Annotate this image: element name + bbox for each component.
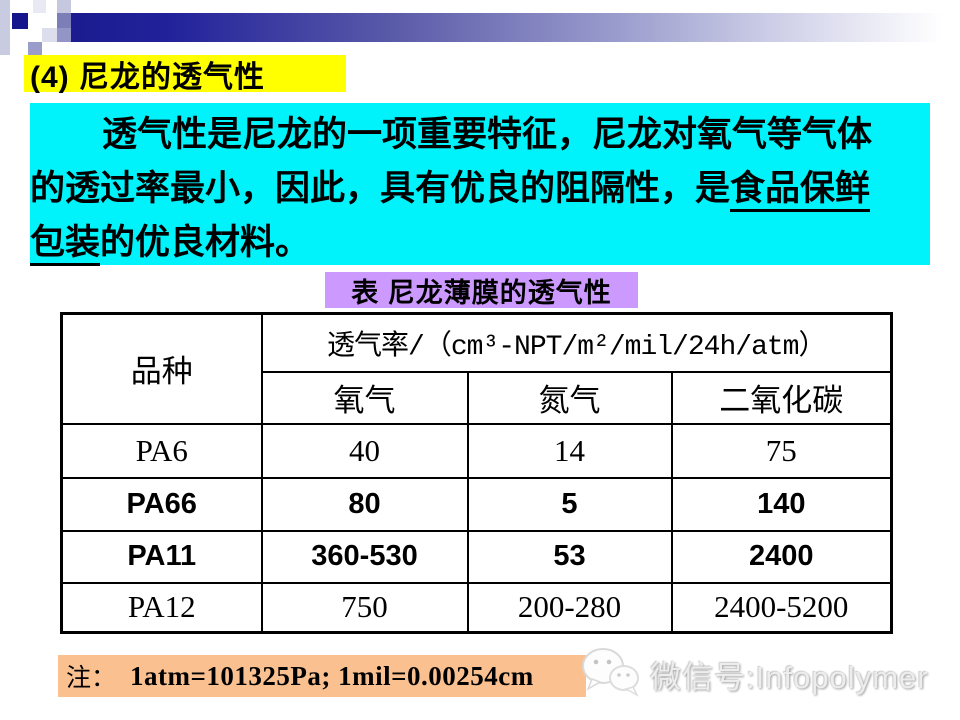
column-header-rate-units: 透气率/（cm³-NPT/m²/mil/24h/atm） <box>260 312 893 373</box>
cell-pa11-name: PA11 <box>60 529 263 584</box>
corner-square-slate-3 <box>28 42 42 56</box>
corner-square-slate-2 <box>57 28 71 42</box>
footnote-text: 1atm=101325Pa; 1mil=0.00254cm <box>130 660 534 691</box>
cell-pa66-nitrogen: 5 <box>466 476 673 532</box>
cell-pa12-oxygen: 750 <box>260 581 469 634</box>
corner-square-slate-1 <box>57 13 71 28</box>
intro-paragraph: 透气性是尼龙的一项重要特征，尼龙对氧气等气体 的透过率最小，因此，具有优良的阻隔… <box>30 103 930 266</box>
intro-line-3-text: 的优良材料。 <box>100 223 311 262</box>
corner-square-pale-2 <box>57 0 71 13</box>
intro-line-1: 透气性是尼龙的一项重要特征，尼龙对氧气等气体 <box>30 108 930 162</box>
table-caption-text: 表 尼龙薄膜的透气性 <box>351 277 612 308</box>
table-row-pa11: PA11 360-530 53 2400 <box>60 529 893 584</box>
cell-pa6-oxygen: 40 <box>260 422 469 479</box>
cell-pa66-co2: 140 <box>670 476 893 532</box>
table-row-pa12: PA12 750 200-280 2400-5200 <box>60 581 893 634</box>
cell-pa11-co2: 2400 <box>670 529 893 584</box>
footnote: 注： 1atm=101325Pa; 1mil=0.00254cm <box>58 655 586 697</box>
footnote-prefix: 注： <box>66 665 117 692</box>
intro-line-1-text: 透气性是尼龙的一项重要特征，尼龙对氧气等气体 <box>102 115 873 154</box>
cell-pa66-oxygen: 80 <box>260 476 469 532</box>
corner-strip <box>0 0 10 55</box>
watermark-label: 微信号:Infopolymer <box>650 659 929 695</box>
intro-line-2-underlined: 食品保鲜 <box>730 169 871 212</box>
header-gradient-bar <box>57 13 960 42</box>
cell-pa6-name: PA6 <box>60 422 263 479</box>
cell-pa12-name: PA12 <box>60 581 263 634</box>
column-header-co2: 二氧化碳 <box>670 370 893 425</box>
watermark: 微信号:Infopolymer <box>578 646 929 702</box>
column-header-oxygen: 氧气 <box>260 370 469 425</box>
intro-line-2-text: 的透过率最小，因此，具有优良的阻隔性，是 <box>30 169 731 208</box>
cell-pa11-oxygen: 360-530 <box>260 529 469 584</box>
column-header-species: 品种 <box>60 312 263 425</box>
column-header-nitrogen: 氮气 <box>466 370 673 425</box>
table-row-pa66: PA66 80 5 140 <box>60 476 893 532</box>
table-caption: 表 尼龙薄膜的透气性 <box>325 272 638 308</box>
cell-pa11-nitrogen: 53 <box>466 529 673 584</box>
page-title-text: (4) 尼龙的透气性 <box>30 60 265 94</box>
permeability-table: 品种 透气率/（cm³-NPT/m²/mil/24h/atm） 氧气 氮气 二氧… <box>60 312 894 634</box>
cell-pa12-nitrogen: 200-280 <box>466 581 673 634</box>
cell-pa12-co2: 2400-5200 <box>670 581 893 634</box>
intro-line-3: 包装的优良材料。 <box>30 216 930 270</box>
cell-pa66-name: PA66 <box>60 476 263 532</box>
cell-pa6-co2: 75 <box>670 422 893 479</box>
intro-line-2: 的透过率最小，因此，具有优良的阻隔性，是食品保鲜 <box>30 162 930 216</box>
corner-square-pale-3 <box>42 28 57 42</box>
cell-pa6-nitrogen: 14 <box>466 422 673 479</box>
intro-line-3-underlined: 包装 <box>30 223 101 266</box>
table-row-pa6: PA6 40 14 75 <box>60 422 893 479</box>
corner-square-pale-1 <box>33 0 46 13</box>
corner-square-navy <box>12 13 28 29</box>
page-title: (4) 尼龙的透气性 <box>24 55 346 94</box>
wechat-icon <box>578 645 642 704</box>
